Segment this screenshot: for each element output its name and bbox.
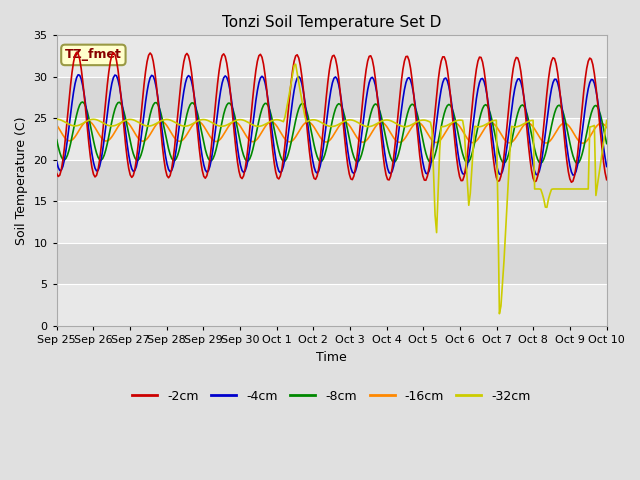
Legend: -2cm, -4cm, -8cm, -16cm, -32cm: -2cm, -4cm, -8cm, -16cm, -32cm: [127, 384, 536, 408]
Bar: [57, 202, 607, 243]
Bar: [57, 36, 607, 77]
Bar: [57, 243, 607, 285]
Bar: [57, 77, 607, 119]
Bar: [57, 160, 607, 202]
Y-axis label: Soil Temperature (C): Soil Temperature (C): [15, 117, 28, 245]
Text: TZ_fmet: TZ_fmet: [65, 48, 122, 61]
X-axis label: Time: Time: [316, 350, 347, 364]
Bar: [57, 285, 607, 326]
Bar: [57, 119, 607, 160]
Title: Tonzi Soil Temperature Set D: Tonzi Soil Temperature Set D: [222, 15, 442, 30]
